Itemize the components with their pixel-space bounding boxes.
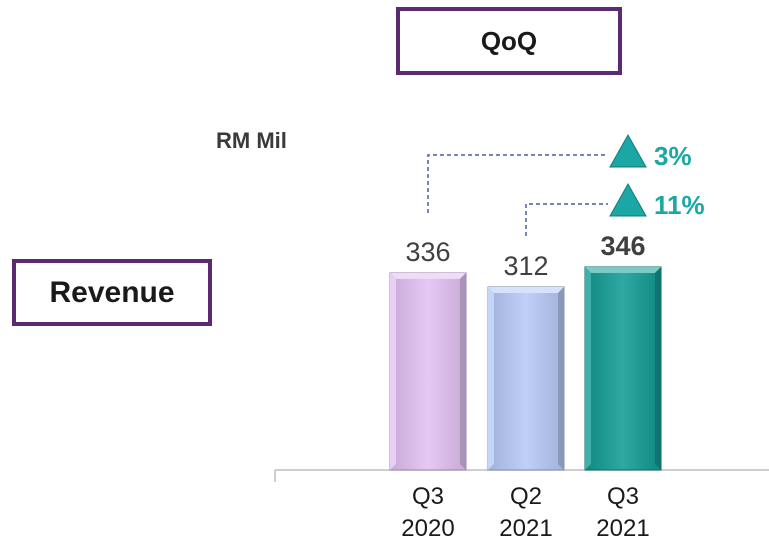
bar [487,286,565,471]
metric-label: Revenue [49,275,175,309]
up-arrow-icon [609,133,647,168]
qoq-label: QoQ [480,25,538,56]
bar [389,272,467,471]
x-tick-label-line2: 2021 [499,515,552,542]
bar-bevel-top [390,272,466,279]
metric-label-box: Revenue [12,259,212,326]
y-axis-unit-label: RM Mil [216,128,287,153]
bar-value-label: 336 [405,237,450,267]
bar-value-label: 312 [503,251,548,281]
bar [584,266,662,471]
x-tick-label-line2: 2021 [596,515,649,542]
bar-bevel-right [460,272,466,470]
bar-bevel-left [488,286,494,470]
qoq-label-box: QoQ [396,7,622,75]
bar-bevel-left [585,267,591,470]
x-tick-label-line2: 2020 [401,515,454,542]
bar-bevel-top [585,267,661,273]
x-tick-label-line1: Q2 [510,483,542,510]
change-percent-label: 3% [654,141,692,171]
up-arrow-icon [609,182,647,217]
bar-bevel-left [390,272,396,470]
change-connector [525,203,608,236]
bar-bevel-right [655,267,661,470]
x-tick-label-line1: Q3 [412,483,444,510]
bar-bevel-top [488,286,564,293]
bar-bevel-right [558,286,564,470]
bar-value-label: 346 [600,231,645,261]
change-percent-label: 11% [654,190,705,220]
change-connector [427,154,608,213]
x-tick-label-line1: Q3 [607,483,639,510]
